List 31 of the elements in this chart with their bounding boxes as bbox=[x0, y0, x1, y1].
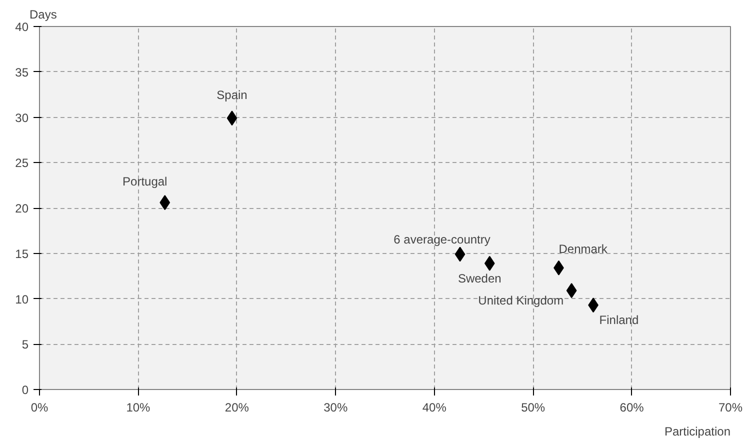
annotation: Finland bbox=[599, 313, 639, 328]
y-axis-title: Days bbox=[30, 8, 57, 22]
x-tick-label: 40% bbox=[422, 400, 447, 414]
y-tick-label: 30 bbox=[15, 110, 29, 125]
point bbox=[160, 195, 170, 210]
x-axis-title: Participation bbox=[664, 424, 731, 438]
point bbox=[226, 110, 238, 126]
annotation: Sweden bbox=[458, 271, 502, 286]
y-tick-label: 35 bbox=[15, 65, 29, 80]
point bbox=[566, 283, 577, 298]
y-tick-label: 10 bbox=[15, 292, 29, 306]
annotation: Portugal bbox=[122, 174, 168, 189]
annotation: Spain bbox=[216, 88, 248, 102]
y-tick-label: 40 bbox=[15, 20, 29, 34]
y-tick-label: 20 bbox=[15, 202, 29, 216]
x-tick-label: 0% bbox=[30, 400, 48, 414]
annotation: Denmark bbox=[558, 242, 608, 256]
x-tick-label: 60% bbox=[620, 400, 644, 414]
annotation: United Kingdom bbox=[478, 294, 564, 308]
x-tick-label: 10% bbox=[126, 400, 151, 414]
y-tick-label: 15 bbox=[15, 246, 29, 261]
point bbox=[454, 246, 466, 262]
x-tick-label: 30% bbox=[324, 400, 348, 414]
point bbox=[484, 256, 495, 271]
y-tick-label: 5 bbox=[22, 338, 29, 352]
y-tick-label: 0 bbox=[22, 383, 29, 397]
annotation: 6 average-country bbox=[394, 232, 490, 246]
x-tick-label: 50% bbox=[521, 400, 546, 414]
y-tick-label: 25 bbox=[15, 156, 29, 170]
x-tick-label: 20% bbox=[224, 400, 250, 414]
x-tick-label: 70% bbox=[718, 400, 743, 414]
